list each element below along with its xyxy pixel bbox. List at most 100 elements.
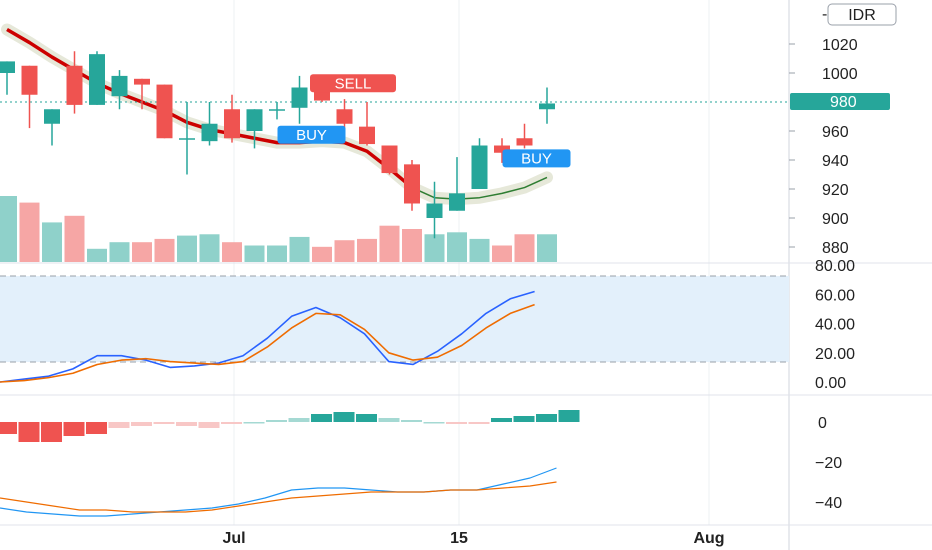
price-tick-label: 880 [822, 240, 849, 257]
stochastic-tick-label: 0.00 [815, 375, 846, 392]
last-price-label: 980 [830, 94, 857, 111]
stochastic-tick-label: 60.00 [815, 287, 855, 304]
signal-badge [310, 74, 396, 93]
volume-bar [267, 245, 287, 262]
price-tick-label: 960 [822, 124, 849, 141]
signal-badge [277, 125, 346, 144]
volume-bar [447, 232, 467, 262]
currency-badge[interactable]: IDR [827, 3, 897, 26]
sell-signal: SELL [310, 74, 396, 93]
volume-bar [0, 196, 17, 262]
stochastic-tick-label: 20.00 [815, 346, 855, 363]
macd-histogram-bar [41, 422, 62, 442]
macd-histogram-bar [558, 410, 580, 422]
macd-histogram-bar [86, 422, 107, 434]
candle-body [449, 193, 465, 211]
candle-body [359, 126, 375, 145]
volume-bar [64, 215, 85, 262]
currency-badge-box[interactable] [827, 3, 897, 26]
macd-line [0, 467, 557, 517]
volume-bar [537, 234, 557, 262]
volume-bar [42, 222, 62, 262]
macd-histogram-bar [153, 422, 175, 424]
volume-bar [514, 234, 535, 262]
macd-histogram-bar [311, 414, 332, 422]
macd-histogram-bar [266, 420, 287, 422]
signal-label: BUY [296, 127, 327, 144]
candle-body [404, 164, 420, 204]
candle-body [89, 54, 105, 105]
macd-histogram-bar [333, 412, 355, 422]
macd-histogram-bar [378, 418, 400, 422]
volume-bar [19, 202, 40, 262]
volume-bar [244, 245, 265, 262]
signal-label: SELL [335, 75, 372, 92]
volume-bar [154, 238, 175, 262]
time-tick-label: Aug [693, 530, 724, 547]
volume-bar [199, 234, 220, 262]
volume-bar [289, 236, 310, 262]
axis-top-dash: - [822, 6, 827, 23]
candle-body [134, 78, 150, 85]
volume-bar [222, 242, 242, 262]
candle-body [269, 109, 285, 111]
macd-tick-label: −40 [815, 495, 842, 512]
macd-histogram-bar [108, 422, 130, 428]
macd-histogram-bar [491, 418, 512, 422]
candle-body [224, 109, 240, 139]
macd-histogram-bar [536, 414, 557, 422]
candle-body [111, 75, 128, 97]
currency-label: IDR [848, 7, 876, 24]
macd-histogram-bar [221, 422, 242, 424]
macd-histogram-bar [0, 422, 17, 434]
macd-histogram-bar [243, 422, 265, 424]
last-price-tag-box [790, 93, 890, 110]
buy-signal: BUY [502, 149, 571, 168]
macd-histogram-bar [446, 422, 467, 424]
price-tick-label: 900 [822, 211, 849, 228]
candle-body [201, 123, 218, 142]
stochastic-lines [0, 290, 535, 383]
volume-bar [357, 238, 377, 262]
volume-bar [379, 225, 400, 262]
volume-bar [87, 248, 107, 262]
candle-body [156, 84, 173, 139]
volume-bar [402, 229, 422, 262]
macd-histogram-bar [63, 422, 85, 436]
buy-signal: BUY [277, 125, 346, 144]
last-price-tag: 980 [790, 93, 890, 111]
candle-body [539, 103, 555, 110]
candle-body [66, 65, 83, 105]
volume-bar [312, 246, 332, 262]
signal-badge [502, 149, 571, 168]
time-axis: Jul 15 Aug [222, 530, 724, 547]
price-tick-label: 920 [822, 182, 849, 199]
macd-tick-label: −20 [815, 455, 842, 472]
stochastic-band [0, 276, 789, 362]
candle-body [179, 138, 195, 140]
macd-histogram-bar [288, 418, 310, 422]
signal-line [0, 481, 557, 513]
stochastic-tick-label: 80.00 [815, 258, 855, 275]
candle-body [494, 145, 510, 153]
price-tick-label: 940 [822, 153, 849, 170]
price-tick-label: 1020 [822, 37, 858, 54]
signals: SELL BUY BUY [277, 74, 571, 168]
signal-label: BUY [521, 150, 552, 167]
volume-bar [334, 240, 355, 262]
stochastic-k-line [0, 290, 535, 383]
volume-bar [469, 238, 490, 262]
candle-body [336, 109, 353, 124]
candle-body [471, 145, 488, 189]
macd-histogram-bar [131, 422, 152, 426]
macd-histogram-bar [513, 416, 535, 422]
volume-bar [492, 245, 512, 262]
macd-histogram-bar [18, 422, 40, 442]
volume-bars [0, 196, 557, 262]
candle-body [381, 145, 398, 174]
candle-body [44, 109, 60, 124]
macd-histogram-bar [198, 422, 220, 428]
macd-histogram-bar [423, 422, 445, 424]
